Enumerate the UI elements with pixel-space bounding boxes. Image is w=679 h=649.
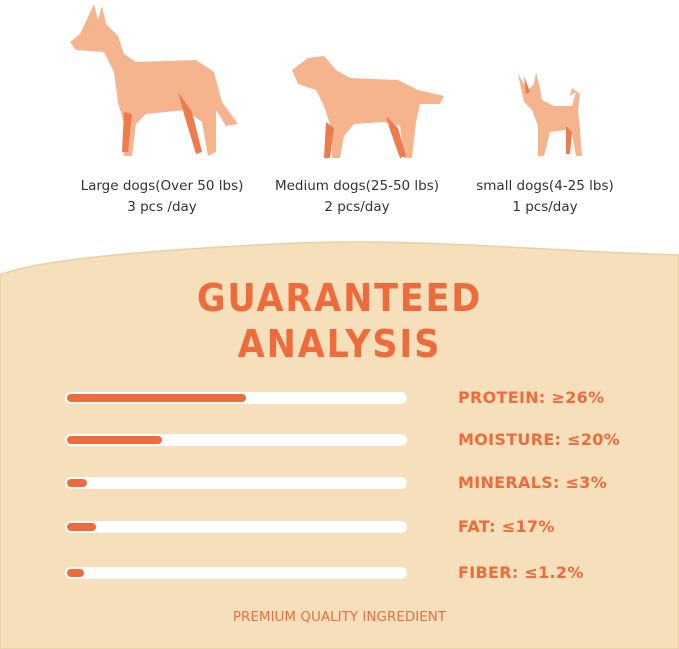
analysis-bar-track: [65, 434, 407, 446]
small-dog-dose: 1 pcs/day: [512, 199, 578, 215]
footer-tagline: PREMIUM QUALITY INGREDIENT: [232, 609, 447, 625]
analysis-label: FIBER: ≤1.2%: [458, 563, 584, 582]
large-dog-label: Large dogs(Over 50 lbs): [80, 178, 244, 194]
medium-dog-icon: [292, 56, 444, 158]
analysis-bar-fill: [67, 569, 84, 577]
medium-dog-label: Medium dogs(25-50 lbs): [274, 178, 440, 194]
analysis-bar-fill: [67, 523, 96, 531]
analysis-bar-track: [65, 567, 407, 579]
small-dog-icon: [518, 72, 582, 156]
analysis-bar-track: [65, 392, 407, 404]
analysis-bar-fill: [67, 479, 88, 487]
analysis-label: MINERALS: ≤3%: [458, 473, 608, 492]
analysis-bar-fill: [67, 436, 162, 444]
analysis-bar-fill: [67, 394, 247, 402]
title-line-2: ANALYSIS: [237, 322, 442, 366]
analysis-bar-track: [65, 477, 407, 489]
medium-dog-caption: Medium dogs(25-50 lbs) 2 pcs/day: [257, 176, 457, 218]
analysis-label: PROTEIN: ≥26%: [458, 388, 605, 407]
small-dog-caption: small dogs(4-25 lbs) 1 pcs/day: [445, 176, 645, 218]
analysis-label: MOISTURE: ≤20%: [458, 430, 621, 449]
medium-dog-dose: 2 pcs/day: [324, 199, 390, 215]
large-dog-icon: [70, 4, 238, 156]
small-dog-label: small dogs(4-25 lbs): [476, 178, 614, 194]
analysis-label: FAT: ≤17%: [458, 517, 555, 536]
analysis-bar-track: [65, 521, 407, 533]
large-dog-caption: Large dogs(Over 50 lbs) 3 pcs /day: [62, 176, 262, 218]
large-dog-dose: 3 pcs /day: [127, 199, 197, 215]
title-line-1: GUARANTEED: [196, 276, 483, 320]
